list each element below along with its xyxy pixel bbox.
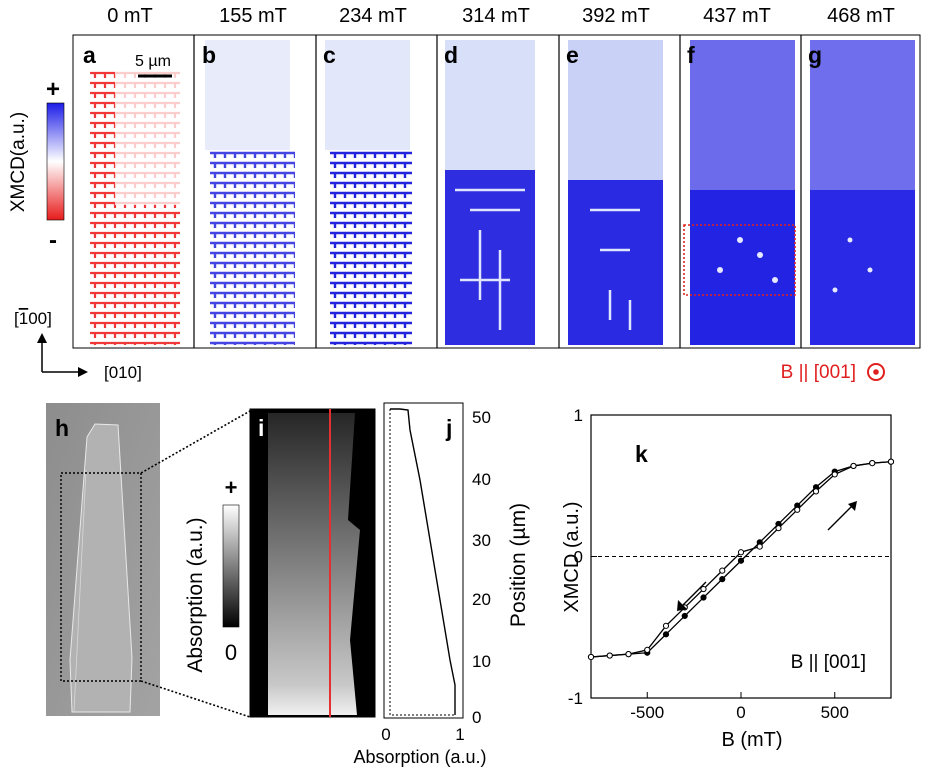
data-point [662, 631, 670, 638]
scale-bar-label: 5 µm [135, 53, 171, 70]
panel-i: i + 0 Absorption (a.u.) [184, 408, 376, 718]
data-point [700, 585, 707, 593]
hysteresis-chart: -500 0 500 -1 0 1 k B || [001] B (mT) XMCD (a… [561, 406, 895, 751]
absorption-colorbar [222, 504, 240, 628]
xmcd-image-strip: a b c d e f g 5 µm [72, 34, 921, 349]
data-point [756, 543, 763, 550]
data-point [719, 576, 726, 583]
field-labels: 0 mT 155 mT 234 mT 314 mT 392 mT 437 mT … [107, 5, 895, 27]
x-tick-label: 500 [821, 703, 849, 722]
panel-letter-d: d [444, 42, 458, 68]
field-label-e: 392 mT [582, 5, 650, 27]
chart-ylabel: XMCD (a.u.) [561, 501, 583, 612]
chart-xlabel: B (mT) [721, 729, 782, 751]
data-point [700, 594, 707, 601]
colorbar-plus: + [46, 76, 60, 103]
field-direction-label: B || [001] [781, 362, 856, 383]
data-point [775, 525, 782, 532]
data-point [831, 471, 838, 478]
data-point [644, 646, 651, 653]
y-tick-label: -1 [568, 689, 583, 708]
x-tick-label: -500 [630, 703, 664, 722]
absorption-colorbar-label: Absorption (a.u.) [184, 517, 207, 672]
field-label-f: 437 mT [703, 5, 771, 27]
absorption-profile-line [390, 408, 456, 715]
field-label-b: 155 mT [219, 5, 287, 27]
j-ytick-20: 20 [472, 590, 491, 609]
zoom-line-bottom [140, 680, 251, 718]
data-point [587, 653, 595, 661]
field-direction: B || [001] [781, 362, 885, 383]
colorbar-label: XMCD(a.u.) [8, 112, 29, 212]
data-point [794, 506, 801, 513]
xmcd-panel-g [810, 40, 915, 345]
j-ytick-30: 30 [472, 531, 491, 550]
region-of-interest-box [683, 224, 796, 296]
j-xlabel: Absorption (a.u.) [353, 747, 486, 767]
j-xtick-0: 0 [381, 725, 390, 744]
field-label-c: 234 mT [339, 5, 407, 27]
chart-annotation: B || [001] [791, 652, 866, 673]
panel-letter-c: c [323, 42, 336, 68]
panel-letter-a: a [83, 42, 96, 68]
xmcd-panel-f [683, 40, 796, 345]
j-xtick-1: 1 [455, 725, 464, 744]
panel-letter-f: f [687, 42, 695, 68]
absorption-colorbar-zero: 0 [225, 640, 237, 665]
xmcd-panel-e [568, 40, 663, 345]
panel-j: j 0 10 20 30 40 50 0 1 Absorption (a.u.)… [353, 402, 530, 767]
j-ytick-40: 40 [472, 470, 491, 489]
data-point [662, 622, 670, 629]
panel-letter-b: b [202, 42, 216, 68]
zoom-box [60, 472, 142, 682]
absorption-colorbar-plus: + [225, 475, 238, 500]
xmcd-panel-d [445, 40, 535, 345]
xmcd-panel-a [90, 45, 185, 345]
panel-letter-i: i [258, 415, 264, 441]
colorbar-minus: - [49, 227, 57, 254]
data-point [812, 488, 820, 495]
out-of-plane-icon [867, 363, 885, 381]
panel-letter-e: e [566, 42, 579, 68]
y-tick-label: 0 [574, 548, 583, 567]
sweep-down-arrow [679, 581, 707, 609]
j-ytick-0: 0 [472, 708, 481, 727]
field-label-a: 0 mT [107, 5, 153, 27]
sweep-up-arrow [827, 502, 856, 531]
field-label-g: 468 mT [827, 5, 895, 27]
field-label-d: 314 mT [462, 5, 530, 27]
xmcd-colorbar: + - XMCD(a.u.) [8, 76, 65, 254]
zoom-line-top [140, 410, 251, 474]
data-point [887, 458, 895, 465]
crystal-axes: [100] [010] [14, 309, 142, 382]
xmcd-panel-c [325, 40, 412, 345]
panel-letter-k: k [635, 441, 648, 467]
data-point [719, 567, 726, 574]
data-point [869, 460, 876, 467]
data-point [606, 652, 613, 659]
j-ytick-50: 50 [472, 408, 491, 427]
data-point [681, 612, 688, 620]
data-point [737, 549, 745, 556]
j-ytick-10: 10 [472, 652, 491, 671]
axis-horizontal-label: [010] [104, 363, 142, 382]
data-point [625, 651, 632, 658]
panel-letter-j: j [445, 415, 452, 441]
xmcd-panel-b [205, 40, 295, 345]
y-tick-label: 1 [574, 406, 583, 425]
data-point [850, 462, 857, 470]
j-ylabel: Position (µm) [507, 503, 530, 627]
data-point [737, 557, 745, 564]
panel-letter-h: h [55, 415, 69, 441]
x-tick-label: 0 [736, 703, 745, 722]
panel-letter-g: g [808, 42, 822, 68]
axis-vertical-label: [100] [14, 309, 52, 328]
panel-h: h [46, 403, 251, 718]
profile-plot-frame [383, 402, 464, 719]
